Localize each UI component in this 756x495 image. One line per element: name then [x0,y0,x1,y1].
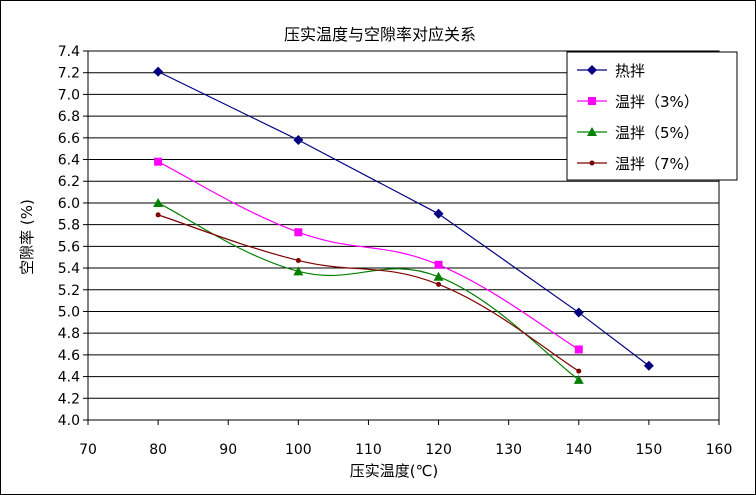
legend-swatch-marker [587,127,597,136]
y-tick-label: 4.2 [58,391,80,407]
data-point [436,281,442,287]
series-2 [154,157,583,354]
x-tick-label: 70 [79,442,97,458]
x-tick-label: 90 [219,442,237,458]
series-group [153,66,654,384]
y-tick-label: 7.2 [58,66,80,82]
chart-title: 压实温度与空隙率对应关系 [284,25,476,44]
y-tick-label: 5.6 [58,239,80,255]
series-4 [155,212,582,374]
y-tick-label: 7.4 [58,44,80,60]
x-tick-label: 80 [149,442,167,458]
y-tick-label: 4.0 [58,413,80,429]
y-tick-label: 7.0 [58,87,80,103]
plot-area [87,50,720,421]
x-tick-label: 160 [706,442,733,458]
legend-label: 温拌（3%） [615,93,699,111]
y-tick-label: 4.6 [58,348,80,364]
x-tick-label: 150 [636,442,663,458]
y-tick-label: 6.8 [58,109,80,125]
y-tick-label: 5.2 [58,283,80,299]
x-tick-label: 110 [355,442,382,458]
legend-box [566,51,738,181]
legend-swatch-marker [589,160,595,166]
data-point [294,228,303,237]
y-tick-label: 5.8 [58,218,80,234]
data-point [434,260,443,269]
y-tick-label: 5.4 [58,261,80,277]
y-tick-label: 6.4 [58,153,80,169]
x-tick-label: 130 [495,442,522,458]
series-line [157,161,580,350]
data-point [433,208,444,219]
data-point [154,157,163,166]
data-point [155,212,161,218]
data-point [293,266,304,276]
legend-swatch-marker [588,97,596,105]
series-line [157,202,580,381]
data-point [295,257,301,263]
y-tick-label: 6.0 [58,196,80,212]
data-point [576,368,582,374]
x-tick-label: 120 [425,442,452,458]
y-tick-label: 5.0 [58,304,80,320]
y-tick-label: 4.4 [58,370,80,386]
data-point [573,374,584,384]
y-tick-label: 6.6 [58,131,80,147]
y-axis: 4.0 4.2 4.4 4.6 4.8 5.0 5.2 5.4 5.6 5.8 6.0 6.2 6.4 6… [58,44,88,429]
x-tick-label: 140 [565,442,592,458]
series-line [157,214,580,372]
data-point [433,271,444,281]
legend-label: 热拌 [615,62,645,80]
series-1 [153,66,654,371]
x-axis: 70 80 90 100 110 120 130 140 150 160 [79,420,732,458]
legend-label: 温拌（7%） [615,155,699,173]
legend-label: 温拌（5%） [615,124,699,142]
x-axis-title: 压实温度(℃) [350,462,439,480]
data-point [153,197,164,207]
legend-swatch-marker [587,65,597,75]
y-tick-label: 4.8 [58,326,80,342]
x-tick-label: 100 [285,442,312,458]
data-point [643,360,654,371]
data-point [574,345,583,354]
data-point [153,66,164,77]
y-axis-title: 空隙率 (%) [18,199,36,275]
y-tick-label: 6.2 [58,174,80,190]
data-point [573,307,584,318]
series-3 [153,197,584,384]
grid-lines [88,50,719,399]
data-point [293,134,304,145]
